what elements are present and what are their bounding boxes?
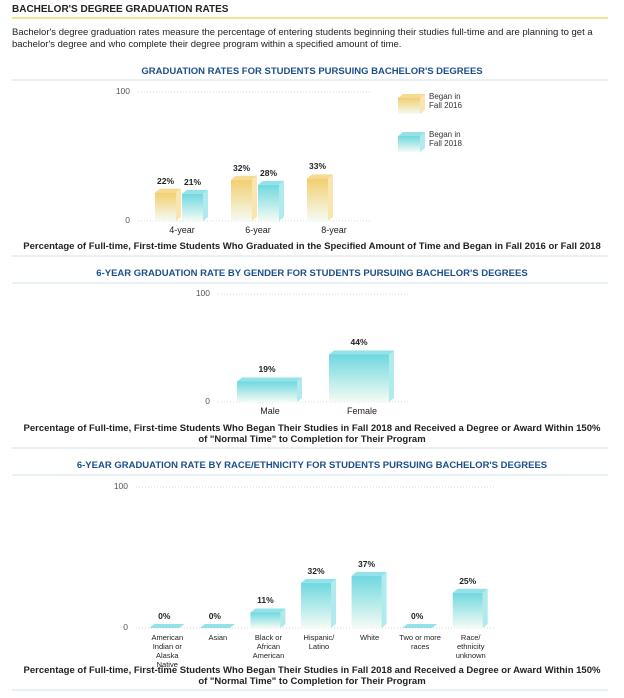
- value-label: 19%: [258, 364, 276, 375]
- legend-swatch-side: [420, 132, 425, 152]
- bar-top: [199, 624, 235, 628]
- bar-top: [301, 578, 336, 583]
- bar: [237, 381, 297, 402]
- value-label: 44%: [350, 337, 368, 348]
- bar-side: [331, 578, 336, 628]
- chart-caption: Percentage of Full-time, First-time Stud…: [23, 423, 601, 445]
- bar-side: [203, 189, 208, 221]
- value-label: 33%: [308, 161, 326, 172]
- bar: [351, 575, 382, 628]
- chart-title: 6-YEAR GRADUATION RATE BY GENDER FOR STU…: [96, 268, 528, 279]
- bar-side: [176, 188, 181, 221]
- legend-swatch-top: [398, 94, 425, 98]
- y-tick-label: 0: [123, 622, 128, 632]
- bar-side: [381, 571, 387, 628]
- x-tick-label: Race/ ethnicity unknown: [455, 633, 486, 660]
- x-tick-label: Female: [346, 406, 377, 416]
- bar: [307, 178, 328, 221]
- bar-side: [279, 180, 284, 221]
- y-tick-label: 100: [115, 86, 130, 96]
- bar-top: [402, 624, 438, 628]
- bar-top: [452, 588, 488, 593]
- bar: [155, 192, 176, 221]
- value-label: 22%: [156, 175, 174, 186]
- bar-top: [351, 571, 387, 576]
- value-label: 11%: [257, 595, 274, 606]
- bar-top: [237, 377, 302, 382]
- value-label: 25%: [459, 575, 477, 586]
- x-tick-label: White: [359, 633, 380, 642]
- value-label: 21%: [183, 176, 201, 187]
- legend-swatch-top: [398, 132, 425, 136]
- value-label: 28%: [259, 167, 277, 178]
- y-tick-label: 0: [205, 396, 210, 406]
- x-tick-label: Black or African American: [252, 633, 285, 660]
- bar-top: [250, 608, 286, 613]
- legend-swatch-side: [420, 94, 425, 114]
- bar-side: [482, 588, 488, 628]
- bar: [182, 193, 203, 221]
- bar-side: [328, 174, 333, 221]
- x-tick-label: 6-year: [245, 225, 271, 235]
- value-label: 0%: [410, 611, 424, 621]
- x-tick-label: Hispanic/ Latino: [303, 633, 335, 651]
- bar-top: [149, 624, 185, 628]
- y-tick-label: 0: [125, 215, 130, 225]
- value-label: 32%: [307, 565, 325, 576]
- bar: [329, 354, 389, 402]
- legend-swatch: [398, 136, 420, 152]
- x-tick-label: 4-year: [169, 225, 195, 235]
- bar: [452, 592, 483, 628]
- x-tick-label: Asian: [208, 633, 228, 642]
- bar-side: [252, 175, 257, 221]
- value-label: 0%: [208, 611, 221, 621]
- legend-label: Began in Fall 2016: [429, 92, 462, 110]
- y-tick-label: 100: [113, 481, 128, 491]
- legend-label: Began in Fall 2018: [429, 130, 462, 148]
- bar-side: [389, 350, 394, 402]
- header-description: Bachelor's degree graduation rates measu…: [12, 27, 593, 50]
- x-tick-label: Male: [260, 406, 280, 416]
- chart-title: 6-YEAR GRADUATION RATE BY RACE/ETHNICITY…: [76, 460, 548, 471]
- bar-side: [297, 377, 302, 402]
- bar-top: [155, 188, 181, 193]
- chart-caption: Percentage of Full-time, First-time Stud…: [23, 665, 601, 687]
- bar: [258, 184, 279, 221]
- bar-top: [231, 175, 257, 180]
- header-title: BACHELOR'S DEGREE GRADUATION RATES: [12, 4, 229, 15]
- bar: [301, 582, 331, 628]
- value-label: 32%: [232, 162, 250, 173]
- x-tick-label: 8-year: [321, 225, 347, 235]
- y-tick-label: 100: [195, 288, 210, 298]
- bar: [250, 612, 281, 628]
- bar: [231, 179, 252, 221]
- chart-title: GRADUATION RATES FOR STUDENTS PURSUING B…: [141, 66, 483, 77]
- chart-caption: Percentage of Full-time, First-time Stud…: [23, 241, 601, 252]
- bar-top: [258, 180, 284, 185]
- value-label: 37%: [358, 558, 376, 569]
- x-tick-label: American Indian or Alaska Native: [151, 633, 184, 669]
- bar-side: [280, 608, 286, 628]
- value-label: 0%: [158, 611, 171, 621]
- x-tick-label: Two or more races: [399, 633, 441, 651]
- bar-top: [329, 350, 394, 355]
- bar-top: [182, 189, 208, 194]
- bar-top: [307, 174, 333, 179]
- legend-swatch: [398, 98, 420, 114]
